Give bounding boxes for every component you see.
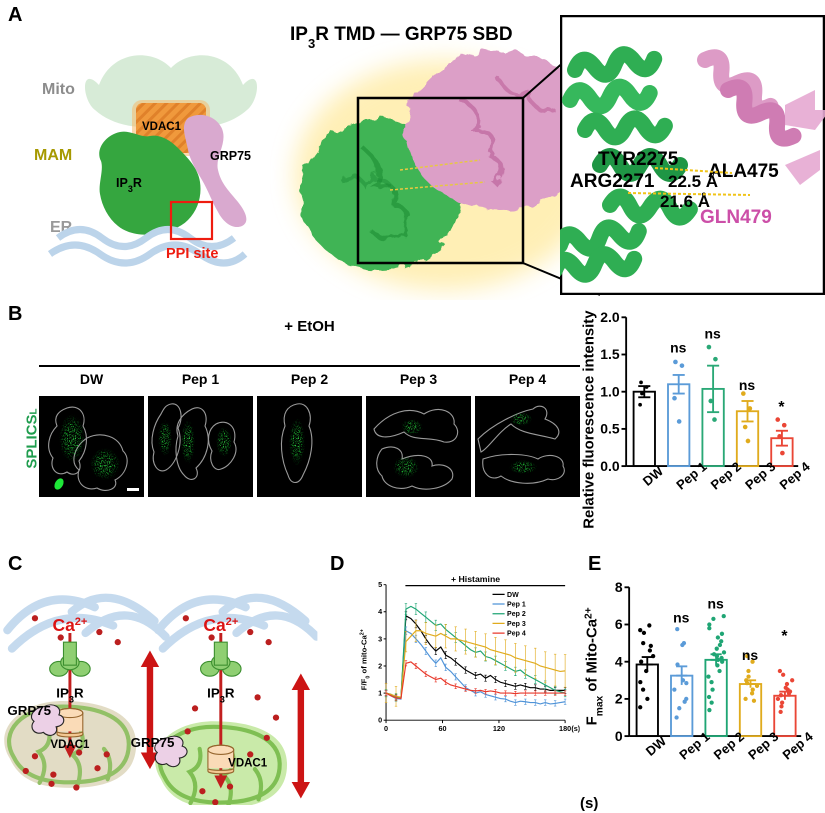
svg-text:F/F0 of mito-Ca2+: F/F0 of mito-Ca2+ [360,629,372,690]
svg-text:ns: ns [742,647,759,663]
svg-text:ns: ns [739,377,756,393]
svg-text:Pep 2: Pep 2 [507,611,526,618]
svg-text:DW: DW [507,592,519,599]
svg-text:Pep 4: Pep 4 [507,631,526,638]
svg-text:180: 180 [559,724,571,733]
svg-text:1: 1 [378,689,382,698]
svg-text:+ Histamine: + Histamine [451,575,500,584]
svg-text:ARG2271: ARG2271 [570,171,655,192]
svg-text:2.0: 2.0 [600,309,620,325]
svg-text:ns: ns [708,596,725,612]
svg-text:Pep 3: Pep 3 [745,729,781,763]
svg-text:ns: ns [670,340,687,356]
svg-text:ns: ns [673,610,690,626]
svg-text:22.5 Å: 22.5 Å [668,172,718,191]
svg-text:1.0: 1.0 [600,383,620,399]
svg-text:Pep 3: Pep 3 [742,459,778,493]
svg-text:Mito: Mito [42,81,75,98]
svg-text:0: 0 [615,728,623,744]
svg-text:GRP75: GRP75 [131,735,175,750]
svg-text:Pep 2: Pep 2 [708,459,744,493]
svg-text:Pep 1: Pep 1 [673,459,709,493]
svg-text:Pep 4: Pep 4 [780,728,817,762]
svg-text:ALA475: ALA475 [708,161,779,182]
svg-text:2: 2 [615,691,623,707]
svg-text:Pep 3: Pep 3 [507,621,526,628]
svg-text:Pep 2: Pep 2 [711,729,747,763]
svg-text:VDAC1: VDAC1 [50,739,90,751]
svg-text:0.0: 0.0 [600,458,620,474]
svg-text:6: 6 [615,616,623,632]
svg-text:0.5: 0.5 [600,421,620,437]
svg-text:0: 0 [378,716,382,725]
svg-text:4: 4 [378,607,382,616]
svg-text:*: * [781,628,788,645]
svg-text:GRP75: GRP75 [210,149,251,163]
svg-text:4: 4 [615,653,623,669]
svg-text:0: 0 [384,724,388,733]
svg-text:GLN479: GLN479 [700,207,772,228]
svg-text:VDAC1: VDAC1 [228,757,268,769]
svg-text:Pep 1: Pep 1 [676,729,712,763]
svg-text:Pep 4: Pep 4 [777,458,814,492]
svg-text:ns: ns [705,326,722,342]
svg-text:Fmax of Mito-Ca2+: Fmax of Mito-Ca2+ [583,607,605,725]
svg-text:IP3R TMD — GRP75 SBD: IP3R TMD — GRP75 SBD [290,24,513,51]
svg-text:VDAC1: VDAC1 [142,121,182,133]
svg-text:5: 5 [378,580,382,589]
svg-text:TYR2275: TYR2275 [598,149,679,170]
svg-text:60: 60 [438,724,446,733]
svg-text:Relative fluorescence intensit: Relative fluorescence intensity [582,310,598,529]
svg-text:2: 2 [378,661,382,670]
svg-text:*: * [778,399,785,416]
svg-text:Pep 1: Pep 1 [507,601,526,608]
svg-text:8: 8 [615,579,623,595]
svg-text:3: 3 [378,634,382,643]
svg-text:1.5: 1.5 [600,346,620,362]
svg-text:MAM: MAM [34,147,72,164]
svg-text:120: 120 [493,724,505,733]
svg-text:PPI site: PPI site [166,246,218,262]
svg-text:GRP75: GRP75 [7,703,51,718]
